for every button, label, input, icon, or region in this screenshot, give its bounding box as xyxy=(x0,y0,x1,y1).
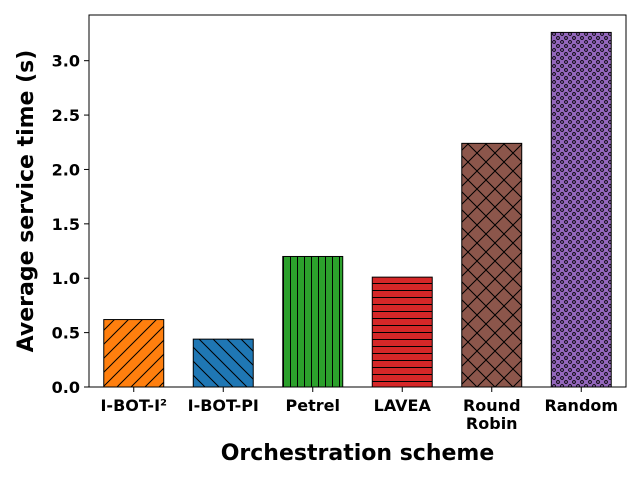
bar-hatch xyxy=(192,338,254,388)
x-tick-label: Random xyxy=(544,396,618,415)
x-tick-label: Petrel xyxy=(286,396,340,415)
bars-group xyxy=(103,31,612,388)
bar xyxy=(103,319,165,388)
x-axis-title: Orchestration scheme xyxy=(221,441,495,466)
y-tick-label: 1.5 xyxy=(52,215,80,234)
bar xyxy=(371,276,433,388)
plot-frame xyxy=(88,14,627,388)
x-axis: I-BOT-I² I-BOT-PI Petrel LAVEA Round Robin Ran… xyxy=(100,387,618,433)
bar-hatch xyxy=(461,142,523,388)
bar-hatch xyxy=(282,255,344,388)
y-axis-title: Average service time (s) xyxy=(14,50,39,353)
x-tick-label: I-BOT-I² xyxy=(100,396,167,415)
x-tick-label: Round Robin xyxy=(463,396,521,433)
y-tick-label: 0.5 xyxy=(52,324,80,343)
y-tick-label: 1.0 xyxy=(52,269,80,288)
bar xyxy=(192,338,254,388)
bar xyxy=(282,255,344,388)
y-axis: 0.0 0.5 1.0 1.5 2.0 2.5 3.0 xyxy=(52,52,89,397)
bar-hatch xyxy=(103,319,165,388)
x-tick-label: LAVEA xyxy=(374,396,432,415)
bar-hatch xyxy=(550,31,612,388)
x-tick-label: I-BOT-PI xyxy=(188,396,259,415)
bar-hatch xyxy=(371,276,433,388)
bar xyxy=(461,142,523,388)
bar xyxy=(550,31,612,388)
y-tick-label: 2.0 xyxy=(52,160,80,179)
y-tick-label: 0.0 xyxy=(52,378,80,397)
y-tick-label: 2.5 xyxy=(52,106,80,125)
y-tick-label: 3.0 xyxy=(52,52,80,71)
